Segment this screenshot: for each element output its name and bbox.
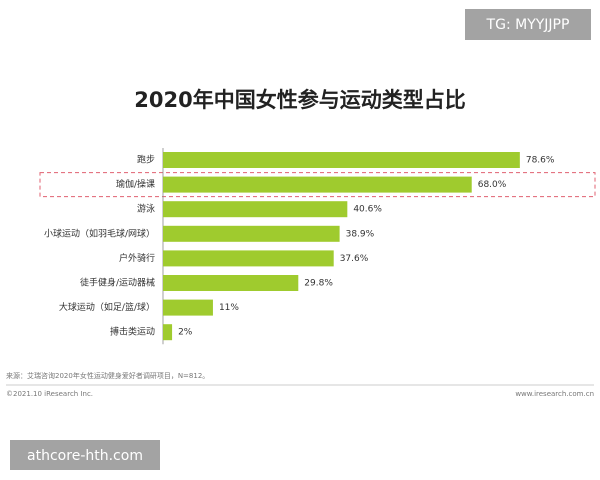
website: www.iresearch.com.cn xyxy=(515,390,594,398)
category-label: 游泳 xyxy=(137,203,155,215)
bar xyxy=(163,324,173,341)
category-label: 徒手健身/运动器械 xyxy=(80,277,155,289)
watermark-box xyxy=(10,440,160,470)
bar xyxy=(163,250,334,267)
category-label: 户外骑行 xyxy=(119,252,155,264)
bar xyxy=(163,225,340,242)
value-label: 40.6% xyxy=(353,205,382,215)
category-label: 大球运动（如足/篮/球） xyxy=(59,301,155,313)
source-note: 来源：艾瑞咨询2020年女性运动健身爱好者调研项目，N=812。 xyxy=(6,371,209,380)
value-label: 38.9% xyxy=(346,229,375,239)
bar xyxy=(163,201,348,218)
chart-title: 2020年中国女性参与运动类型占比 xyxy=(134,88,465,112)
category-label: 小球运动（如羽毛球/网球） xyxy=(44,227,155,239)
category-label: 瑜伽/操课 xyxy=(116,178,155,190)
bar xyxy=(163,176,472,193)
highlight-box xyxy=(39,172,596,198)
value-label: 11% xyxy=(219,303,239,313)
value-label: 2% xyxy=(178,328,193,338)
bar xyxy=(163,275,299,291)
value-label: 37.6% xyxy=(340,254,369,264)
value-label: 29.8% xyxy=(304,279,333,289)
watermark-box xyxy=(465,9,591,40)
watermark: TG: MYYJJPP xyxy=(486,17,570,33)
bar xyxy=(163,299,213,316)
category-label: 搏击类运动 xyxy=(110,326,155,338)
watermark: athcore-hth.com xyxy=(27,448,143,464)
copyright: ©2021.10 iResearch Inc. xyxy=(6,390,93,398)
category-label: 跑步 xyxy=(137,154,155,166)
value-label: 68.0% xyxy=(478,180,507,190)
bar xyxy=(163,152,520,168)
value-label: 78.6% xyxy=(526,156,555,166)
